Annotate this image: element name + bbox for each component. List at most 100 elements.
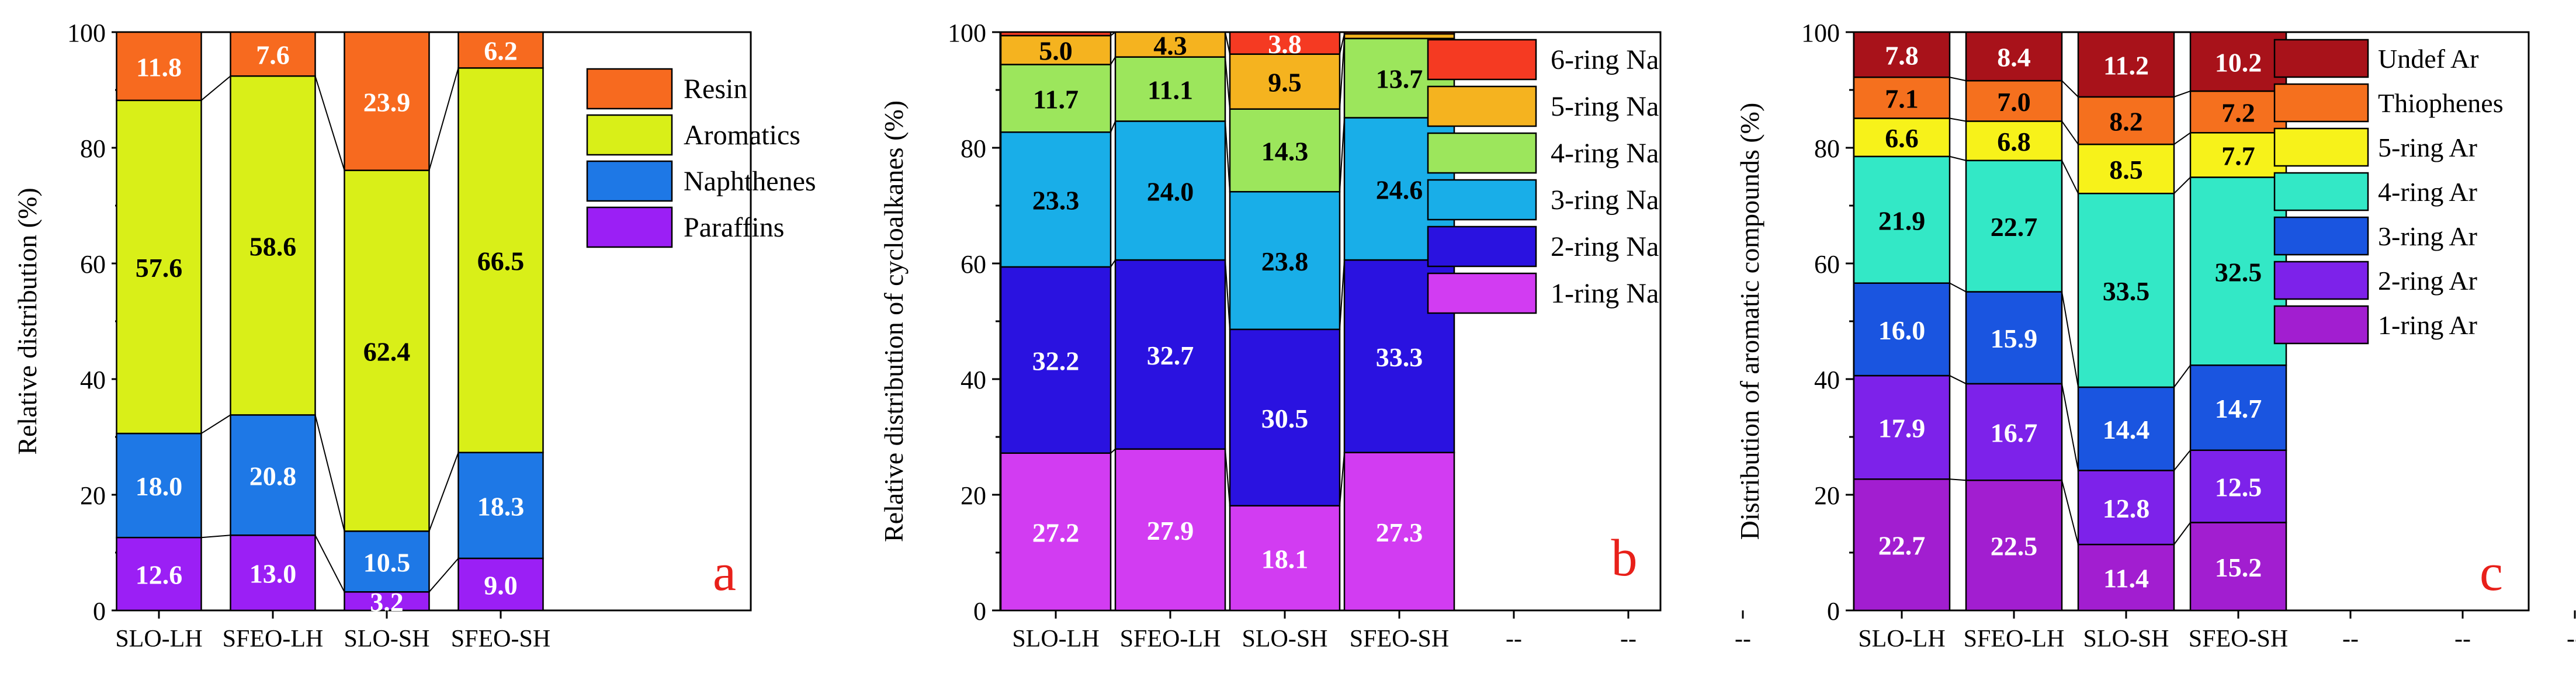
bar-data-label: 7.1 — [1885, 84, 1919, 113]
x-tick-label: SLO-SH — [2083, 626, 2169, 652]
segment-connector — [1110, 259, 1116, 268]
bar-data-label: 8.4 — [1997, 43, 2031, 72]
bar-segment — [116, 31, 202, 102]
bar-data-label: 7.2 — [2221, 98, 2255, 128]
x-tick-label: -- — [2567, 626, 2576, 652]
segment-connector — [2061, 80, 2079, 98]
bar-data-label: 22.7 — [1878, 531, 1926, 561]
y-tick-label: 20 — [1814, 481, 1840, 510]
legend-swatch — [1427, 179, 1537, 221]
bar-data-label: 27.2 — [1032, 518, 1080, 547]
legend-label: 2-ring Na — [1551, 231, 1659, 262]
bar-data-label: 57.6 — [136, 253, 183, 283]
bar-data-label: 6.6 — [1885, 123, 1919, 153]
bar-data-label: 18.1 — [1261, 544, 1309, 574]
y-tick-label: 0 — [93, 597, 106, 626]
bar-data-label: 10.5 — [363, 547, 411, 577]
bar-data-label: 7.0 — [1997, 87, 2031, 117]
legend-label: 1-ring Ar — [2378, 310, 2477, 340]
bar-segment — [1229, 505, 1341, 612]
bar-data-label: 9.0 — [484, 570, 518, 600]
legend-label: 5-ring Ar — [2378, 133, 2477, 162]
bar-data-label: 30.5 — [1261, 404, 1309, 433]
segment-connector — [1339, 452, 1345, 506]
bar-segment — [1114, 120, 1226, 261]
legend-label: Resin — [684, 74, 747, 105]
segment-connector — [314, 75, 345, 171]
legend-swatch — [2273, 83, 2369, 123]
bar-segment — [344, 169, 430, 532]
segment-connector — [2173, 176, 2191, 194]
segment-connector — [2173, 91, 2191, 98]
x-tick-label: -- — [1506, 626, 1522, 652]
bar-data-label: 12.6 — [136, 560, 183, 590]
y-tick-label: 60 — [80, 250, 106, 279]
bar-data-label: 12.8 — [2103, 494, 2150, 523]
legend-label: Thiophenes — [2378, 88, 2504, 118]
panel-label: a — [713, 544, 736, 602]
bar-segment — [1114, 31, 1226, 58]
bar-segment — [1000, 34, 1112, 65]
bar-data-label: 9.5 — [1268, 68, 1302, 98]
legend-swatch — [1427, 225, 1537, 268]
panel-label: b — [1611, 529, 1638, 587]
bar-data-label: 8.2 — [2109, 106, 2143, 136]
bar-data-label: 22.7 — [1991, 212, 2038, 242]
bar-data-label: 33.3 — [1376, 342, 1423, 372]
bar-data-label: 13.0 — [249, 559, 297, 589]
panel-label: c — [2480, 544, 2503, 602]
chart-panel-a: 0 20 40 60 80 100 Relative distribution (%) 12.… — [12, 19, 816, 652]
bar-data-label: 27.9 — [1147, 516, 1194, 546]
bar-segment — [1853, 76, 1951, 119]
bar-data-label: 11.2 — [2103, 50, 2149, 80]
segment-connector — [1110, 57, 1116, 65]
segment-connector — [1339, 33, 1345, 54]
bar-segment — [1853, 155, 1951, 284]
x-tick-label: -- — [1735, 626, 1751, 652]
segment-connector — [1949, 478, 1967, 481]
bar-data-label: 23.9 — [363, 87, 411, 117]
legend-label: 3-ring Na — [1551, 185, 1659, 216]
bar-segment — [230, 75, 316, 416]
bar-data-label: 5.0 — [1039, 36, 1073, 66]
legend-label: 2-ring Ar — [2378, 266, 2477, 296]
bar-segment — [1853, 374, 1951, 480]
bar-data-label: 23.8 — [1261, 247, 1309, 276]
bar-segment — [1853, 117, 1951, 158]
bar-data-label: 18.0 — [136, 471, 183, 501]
segment-connector — [1110, 32, 1116, 36]
bar-data-label: 15.2 — [2215, 553, 2262, 582]
bar-segment — [1000, 64, 1112, 133]
segment-connector — [1949, 282, 1967, 293]
chart-legend: 6-ring Na 5-ring Na 4-ring Na 3-ring Na 2-ri… — [1427, 39, 1659, 314]
segment-connector — [1225, 121, 1230, 192]
bar-segment — [1853, 478, 1951, 612]
y-tick-label: 20 — [80, 481, 106, 510]
legend-label: 5-ring Na — [1551, 91, 1659, 122]
chart-panel-c: 0 20 40 60 80 100 Distribution of aromatic com… — [1735, 19, 2576, 652]
y-tick-label: 100 — [1801, 19, 1840, 47]
bar-data-label: 6.8 — [1997, 127, 2031, 157]
x-tick-label: SFEO-SH — [1350, 626, 1449, 652]
bar-data-label: 22.5 — [1991, 532, 2038, 561]
segment-connector — [428, 558, 459, 592]
bar-data-label: 11.4 — [2103, 564, 2149, 593]
x-tick-label: SLO-SH — [344, 626, 429, 652]
bar-data-label: 66.5 — [477, 247, 525, 276]
bar-data-label: 11.8 — [136, 52, 182, 82]
y-tick-label: 0 — [973, 597, 986, 626]
bar-data-label: 16.0 — [1878, 315, 1926, 345]
bar-data-label: 32.5 — [2215, 257, 2262, 287]
legend-label: Aromatics — [684, 120, 800, 151]
bar-data-label: 14.3 — [1261, 136, 1309, 166]
segment-connector — [2173, 450, 2191, 471]
bar-data-label: 24.0 — [1147, 176, 1194, 206]
x-tick-label: SFEO-LH — [1120, 626, 1221, 652]
y-tick-label: 80 — [80, 134, 106, 163]
segment-connector — [200, 414, 231, 434]
segment-connector — [2061, 383, 2079, 471]
x-tick-label: -- — [1620, 626, 1637, 652]
x-tick-label: SLO-LH — [115, 626, 202, 652]
bar-data-label: 32.7 — [1147, 341, 1194, 370]
